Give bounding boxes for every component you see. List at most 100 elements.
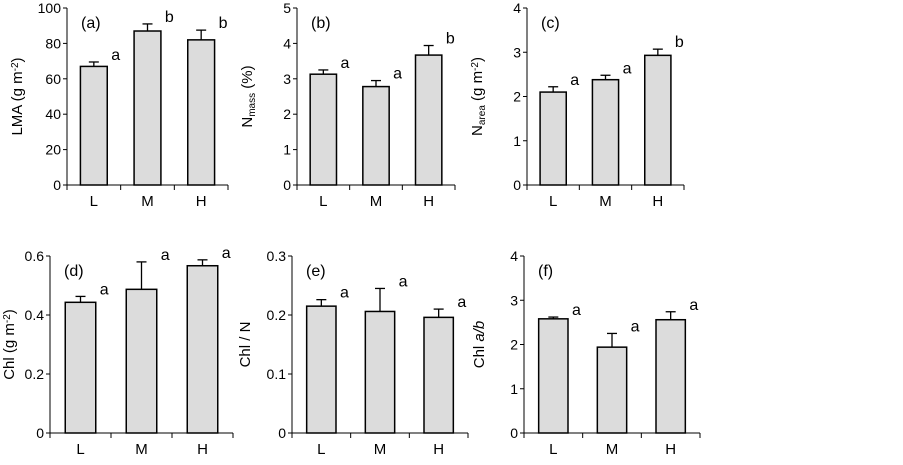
y-tick-label: 80	[45, 35, 61, 51]
x-category-label: H	[196, 193, 207, 210]
y-tick-label: 0.2	[267, 307, 287, 323]
y-tick-label: 1	[513, 133, 521, 149]
x-category-label: M	[606, 441, 619, 458]
y-axis-label-part: )	[9, 57, 26, 62]
bar-M	[362, 85, 390, 186]
bar-L	[305, 305, 337, 434]
x-category-label: H	[652, 193, 663, 210]
y-tick-label: 0.4	[25, 307, 45, 323]
y-tick-label: 0.3	[267, 248, 287, 264]
significance-letter: a	[399, 273, 408, 290]
y-tick-label: 60	[45, 71, 61, 87]
significance-letter: a	[623, 60, 632, 77]
x-category-label: M	[135, 441, 148, 458]
x-category-label: L	[319, 193, 327, 210]
panel-label: (b)	[311, 15, 331, 32]
bar-H	[414, 54, 443, 186]
significance-letter: a	[341, 55, 350, 72]
y-tick-label: 0	[278, 425, 286, 441]
y-tick-label: 40	[45, 106, 61, 122]
y-tick-label: 1	[510, 381, 518, 397]
bar-M	[364, 310, 396, 434]
significance-letter: a	[689, 297, 698, 314]
y-axis-label-part: )	[1, 309, 18, 314]
bar-H	[423, 316, 455, 434]
bar-H	[186, 264, 219, 434]
x-category-label: H	[665, 441, 676, 458]
significance-letter: a	[161, 247, 170, 264]
y-tick-label: 2	[510, 337, 518, 353]
significance-letter: a	[111, 47, 120, 64]
significance-letter: a	[572, 302, 581, 319]
x-category-label: L	[549, 193, 557, 210]
panel-label: (c)	[541, 15, 560, 32]
y-axis-label-part: -2	[2, 314, 13, 323]
y-axis-label-part: )	[469, 57, 486, 62]
x-category-label: M	[374, 441, 387, 458]
y-tick-label: 5	[283, 0, 291, 16]
y-tick-label: 100	[38, 0, 62, 16]
y-axis-label: Narea (g m-2)	[469, 57, 488, 136]
x-category-label: M	[370, 193, 383, 210]
y-axis-label-part: a/b	[471, 321, 488, 342]
significance-letter: b	[446, 31, 455, 48]
y-tick-label: 0	[510, 425, 518, 441]
x-category-label: M	[599, 193, 612, 210]
panel-label: (f)	[538, 263, 553, 280]
y-tick-label: 0.6	[25, 248, 45, 264]
significance-letter: b	[675, 34, 684, 51]
bar-L	[537, 318, 569, 434]
y-tick-label: 0	[36, 425, 44, 441]
significance-letter: b	[219, 15, 228, 32]
bar-M	[596, 346, 628, 434]
y-axis-label: Chl (g m-2)	[1, 309, 18, 380]
y-tick-label: 1	[283, 142, 291, 158]
panel-label: (d)	[64, 263, 84, 280]
y-axis-label: Chl / N	[237, 322, 254, 368]
panel-a: 0 20 40 60 80 100 a Lb Mb H (a) LMA (g m-2)	[9, 0, 229, 210]
panel-f: 0 1 2 3 4 a La Ma H (f) Chl a/b	[471, 248, 701, 458]
significance-letter: a	[631, 318, 640, 335]
bar-L	[64, 301, 97, 434]
significance-letter: b	[165, 9, 174, 26]
x-category-label: H	[433, 441, 444, 458]
y-tick-label: 3	[283, 71, 291, 87]
y-axis-label: Nmass (%)	[239, 65, 258, 127]
y-axis-label-part: Chl (g m	[1, 323, 18, 380]
significance-letter: a	[393, 66, 402, 83]
x-category-label: H	[423, 193, 434, 210]
y-tick-label: 0	[283, 177, 291, 193]
x-category-label: L	[549, 441, 557, 458]
y-axis-label-part: Chl / N	[237, 322, 254, 368]
x-category-label: H	[197, 441, 208, 458]
panel-d: 0 0.2 0.4 0.6 a La Ma H (d) Chl (g m-2)	[1, 245, 234, 458]
bar-H	[187, 39, 216, 186]
bar-M	[591, 78, 620, 186]
y-tick-label: 4	[283, 35, 291, 51]
y-axis-label-part: area	[477, 105, 488, 125]
bar-L	[309, 73, 338, 186]
bar-M	[125, 288, 158, 434]
bar-M	[133, 30, 162, 186]
x-category-label: L	[76, 441, 84, 458]
y-tick-label: 0.1	[267, 366, 287, 382]
x-category-label: L	[317, 441, 325, 458]
y-axis-label-part: N	[469, 125, 486, 136]
y-axis-label-part: mass	[247, 93, 258, 117]
y-tick-label: 3	[510, 292, 518, 308]
y-axis-label-part: Chl	[471, 342, 488, 369]
significance-letter: a	[222, 245, 231, 262]
y-tick-label: 4	[513, 0, 521, 16]
y-axis-label-part: -2	[10, 62, 21, 71]
significance-letter: a	[570, 72, 579, 89]
y-axis-label-part: (%)	[239, 65, 256, 93]
bar-L	[79, 65, 108, 186]
y-axis-label-part: LMA (g m	[9, 71, 26, 135]
panel-b: 0 1 2 3 4 5 a La Mb H (b) Nmass (%)	[239, 0, 456, 210]
y-tick-label: 2	[513, 89, 521, 105]
bar-H	[644, 54, 672, 186]
y-axis-label: Chl a/b	[471, 321, 488, 369]
significance-letter: a	[100, 281, 109, 298]
y-tick-label: 20	[45, 142, 61, 158]
